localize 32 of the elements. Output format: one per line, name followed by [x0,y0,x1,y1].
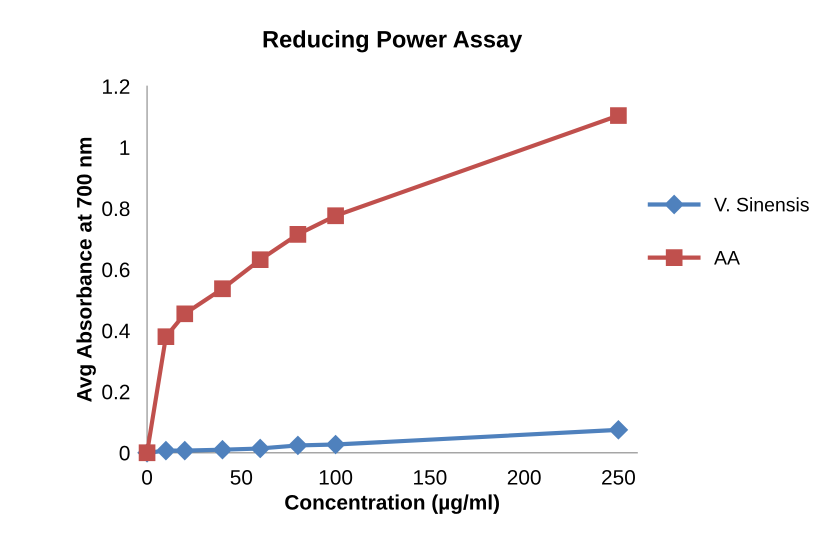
x-tick-label: 150 [414,470,446,485]
point [158,328,174,346]
point [175,441,194,460]
point [176,305,194,322]
x-tick-label: 50 [230,470,252,485]
y-tick-label: 0.6 [102,262,130,278]
point [252,251,269,268]
x-tick-label: 0 [142,470,152,485]
point [288,436,308,455]
point [290,226,306,243]
y-axis-title: Avg Absorbance at 700 nm [76,138,96,402]
point [214,280,231,298]
chart-title: Reducing Power Assay [264,30,522,52]
y-tick-label: 0.4 [102,324,130,338]
x-axis-title: Concentration (µg/ml) [285,494,499,514]
x-tick-label: 250 [602,470,635,485]
legend-label: AA [714,251,740,264]
x-tick-label: 200 [508,470,541,485]
point [156,441,176,460]
point [250,438,270,458]
y-tick-label: 0.8 [102,201,130,216]
y-tick-label: 0 [120,446,130,461]
point [326,434,346,454]
y-tick-label: 1.2 [103,79,130,94]
point [327,207,344,224]
point [212,440,232,460]
point [610,107,627,124]
legend-label: V. Sinensis [714,197,809,212]
point [608,420,628,440]
x-tick-label: 100 [320,470,352,485]
y-tick-label: 1 [120,140,130,155]
y-tick-label: 0.2 [102,384,130,400]
